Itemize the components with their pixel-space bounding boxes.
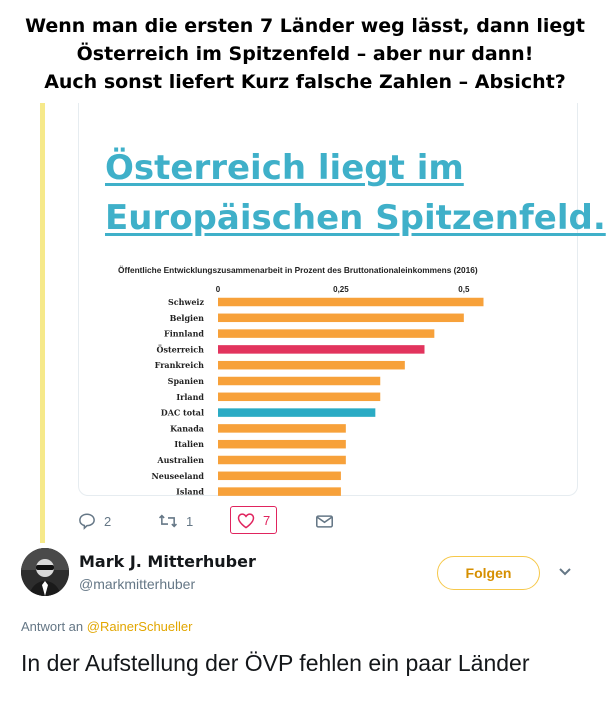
retweet-icon xyxy=(158,514,178,528)
bar xyxy=(218,455,346,465)
category-label: Irland xyxy=(176,392,204,402)
retweet-count: 1 xyxy=(186,513,194,529)
category-label: Finnland xyxy=(164,329,204,339)
category-label: Frankreich xyxy=(155,360,205,370)
reply-icon xyxy=(79,513,95,530)
x-tick-label: 0,25 xyxy=(333,285,349,294)
retweet-button[interactable]: 1 xyxy=(158,508,193,534)
replying-prefix: Antwort an xyxy=(21,619,84,634)
reply-mention-link[interactable]: @RainerSchueller xyxy=(86,619,193,634)
bar xyxy=(218,471,341,481)
card-headline[interactable]: Österreich liegt im Europäischen Spitzen… xyxy=(105,143,606,243)
bar xyxy=(218,329,435,338)
bar xyxy=(218,345,425,354)
bar xyxy=(218,297,484,307)
category-label: Neuseeland xyxy=(151,471,204,481)
bar-chart: Öffentliche Entwicklungszusammenarbeit i… xyxy=(105,262,575,502)
category-label: Belgien xyxy=(170,313,205,323)
x-tick-label: 0 xyxy=(216,285,221,294)
caption-line-1: Wenn man die ersten 7 Länder weg lässt, … xyxy=(25,15,585,37)
reply-button[interactable]: 2 xyxy=(78,508,111,534)
like-button[interactable]: 7 xyxy=(230,506,278,534)
tweet-actions: 2 1 7 xyxy=(78,506,378,536)
category-label: Österreich xyxy=(156,344,204,354)
category-label: Italien xyxy=(174,439,204,449)
bar xyxy=(218,424,346,433)
category-label: Spanien xyxy=(168,376,205,386)
bar xyxy=(218,360,405,370)
category-label: Schweiz xyxy=(168,297,204,307)
user-name[interactable]: Mark J. Mitterhuber xyxy=(79,552,256,571)
chevron-down-icon[interactable] xyxy=(558,567,572,577)
headline-line-2: Europäischen Spitzenfeld. xyxy=(105,198,606,238)
bar xyxy=(218,392,381,402)
x-tick-label: 0,5 xyxy=(458,285,470,294)
category-label: DAC total xyxy=(161,408,204,418)
thread-line xyxy=(40,103,45,543)
like-count: 7 xyxy=(263,512,271,528)
bar xyxy=(218,313,464,323)
category-label: Island xyxy=(176,487,204,497)
caption-line-3: Auch sonst liefert Kurz falsche Zahlen –… xyxy=(44,71,566,93)
chart-title: Öffentliche Entwicklungszusammenarbeit i… xyxy=(118,265,478,275)
image-caption: Wenn man die ersten 7 Länder weg lässt, … xyxy=(0,12,610,96)
user-handle[interactable]: @markmitterhuber xyxy=(79,576,196,592)
reply-count: 2 xyxy=(104,513,112,529)
bar xyxy=(218,439,346,449)
bar xyxy=(218,408,376,417)
heart-icon xyxy=(237,512,255,529)
category-label: Kanada xyxy=(170,423,204,433)
tweet-text: In der Aufstellung der ÖVP fehlen ein pa… xyxy=(21,650,530,676)
headline-line-1: Österreich liegt im xyxy=(105,148,464,188)
bar xyxy=(218,376,381,386)
follow-button[interactable]: Folgen xyxy=(437,556,540,590)
category-label: Australien xyxy=(156,455,204,465)
message-button[interactable] xyxy=(316,508,333,534)
message-icon xyxy=(316,514,333,528)
avatar[interactable] xyxy=(21,548,69,596)
avatar-image xyxy=(21,548,69,596)
caption-line-2: Österreich im Spitzenfeld – aber nur dan… xyxy=(76,43,534,65)
bar xyxy=(218,487,341,496)
bar-chart-svg: Öffentliche Entwicklungszusammenarbeit i… xyxy=(118,265,484,497)
replying-to: Antwort an @RainerSchueller xyxy=(21,619,192,634)
